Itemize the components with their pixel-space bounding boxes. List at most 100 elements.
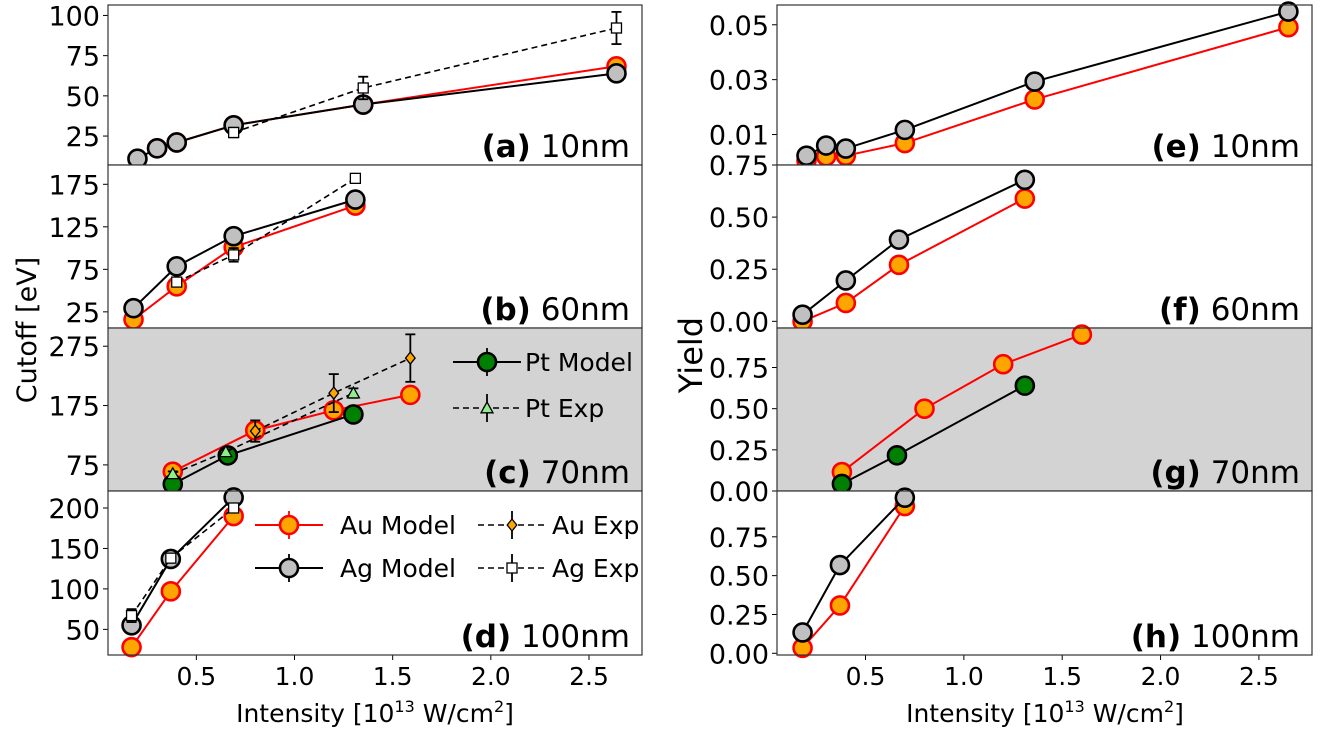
data-point-ag-model bbox=[146, 137, 168, 159]
y-tick-label: 75 bbox=[66, 255, 100, 286]
series-line-au-model bbox=[132, 204, 356, 321]
y-tick-label: 0.75 bbox=[709, 523, 769, 554]
panel-frame bbox=[776, 490, 1313, 656]
y-tick-label: 0.03 bbox=[709, 66, 769, 97]
data-point-ag-exp bbox=[610, 22, 623, 34]
panel-label: (d) 100nm bbox=[461, 619, 630, 655]
data-point-ag-model bbox=[1278, 1, 1299, 22]
data-point-ag-model bbox=[792, 304, 813, 325]
y-tick-label: 175 bbox=[48, 170, 100, 201]
data-point-ag-model bbox=[123, 297, 144, 319]
panel-a: 25 50 75 100 (a) 10nm bbox=[48, 1, 643, 170]
panel-size: 100nm bbox=[1181, 619, 1300, 655]
x-tick-label: 0.5 bbox=[176, 662, 216, 691]
data-point-ag-model bbox=[166, 132, 188, 153]
series-group bbox=[792, 169, 1036, 332]
panel-label: (g) 70nm bbox=[1150, 455, 1300, 491]
legend-entry-ag-model: Ag Model bbox=[255, 554, 456, 583]
legend-entry-ag-exp: Ag Exp bbox=[478, 554, 639, 583]
data-point-ag-model bbox=[835, 138, 857, 159]
panel-size: 100nm bbox=[511, 619, 630, 655]
series-line-au-model bbox=[802, 197, 1026, 323]
legend-marker bbox=[476, 351, 498, 373]
legend-entry-au-exp: Au Exp bbox=[478, 511, 639, 540]
panel-size: 60nm bbox=[1201, 292, 1300, 328]
data-point-au-model bbox=[1071, 324, 1093, 345]
data-point-ag-model bbox=[888, 229, 910, 250]
data-point-ag-exp bbox=[227, 126, 240, 139]
legend-label: Ag Exp bbox=[552, 554, 639, 583]
panel-letter: (a) bbox=[482, 129, 531, 165]
panel-letter: (d) bbox=[461, 619, 512, 655]
data-point-au-model bbox=[1024, 89, 1045, 110]
panel-background bbox=[777, 5, 1312, 165]
legend-label: Pt Exp bbox=[525, 394, 604, 423]
panel-e: 0.01 0.03 0.05 (e) 10nm bbox=[709, 1, 1313, 171]
data-point-ag-model bbox=[166, 256, 188, 277]
series-line-pt-exp bbox=[172, 392, 354, 475]
series-group bbox=[121, 487, 244, 658]
panel-size: 10nm bbox=[531, 129, 630, 165]
series-group bbox=[831, 324, 1093, 495]
data-point-ag-model bbox=[894, 487, 916, 508]
panel-background bbox=[108, 165, 642, 328]
data-point-au-model bbox=[888, 254, 910, 276]
data-point-au-model bbox=[400, 384, 421, 406]
data-point-au-model bbox=[121, 636, 142, 658]
panel-frame bbox=[107, 490, 643, 656]
series-line-au-model bbox=[841, 333, 1083, 473]
data-point-ag-model bbox=[815, 135, 837, 156]
y-tick-label: 0.05 bbox=[709, 11, 769, 42]
x-tick-label: 0.5 bbox=[846, 662, 886, 691]
data-point-ag-model bbox=[835, 270, 857, 291]
y-tick-label: 0.75 bbox=[709, 151, 769, 182]
panel-background bbox=[108, 5, 642, 165]
y-tick-label: 75 bbox=[66, 451, 100, 482]
data-point-pt-model bbox=[1014, 375, 1036, 396]
data-point-au-exp bbox=[249, 424, 261, 439]
y-tick-label: 275 bbox=[48, 332, 100, 363]
series-group bbox=[127, 11, 627, 170]
data-point-pt-model bbox=[886, 444, 908, 466]
x-tick-label: 1.5 bbox=[373, 662, 413, 691]
series-group bbox=[162, 333, 421, 495]
data-point-ag-model bbox=[894, 119, 916, 141]
data-point-ag-exp bbox=[171, 276, 183, 288]
legend-label: Ag Model bbox=[340, 554, 456, 583]
y-tick-label: 150 bbox=[48, 534, 100, 565]
legend-entry-pt-model: Pt Model bbox=[453, 348, 633, 377]
data-point-ag-model bbox=[223, 225, 244, 247]
y-tick-label: 0.25 bbox=[709, 255, 769, 286]
legend-au-ag: Au Model Au Exp Ag Model Ag Exp bbox=[255, 511, 639, 583]
panel-d: 50 100 150 200 0.5 1.0 1.5 2.0 2.5 (d) 100nm bbox=[48, 487, 643, 691]
legend-marker bbox=[278, 557, 300, 579]
legend-marker bbox=[278, 514, 300, 536]
data-point-au-model bbox=[1014, 188, 1036, 209]
panel-b: 25 75 125 175 (b) 60nm bbox=[48, 164, 643, 333]
y-tick-label: 175 bbox=[48, 392, 100, 423]
series-line-ag-exp bbox=[130, 507, 235, 617]
legend-pt: Pt Model Pt Exp bbox=[453, 348, 633, 423]
panel-background bbox=[777, 165, 1312, 328]
data-point-ag-model bbox=[345, 189, 366, 210]
data-point-au-model bbox=[160, 581, 182, 602]
panel-label: (h) 100nm bbox=[1131, 619, 1300, 655]
data-point-au-exp bbox=[328, 386, 340, 401]
panel-f: 0.00 0.25 0.50 0.75 (f) 60nm bbox=[709, 151, 1313, 338]
x-tick-label: 1.5 bbox=[1042, 662, 1082, 691]
panel-h: 0.00 0.25 0.50 0.75 0.5 1.0 1.5 2.0 2.5 (h) 100nm bbox=[709, 487, 1313, 691]
y-tick-label: 100 bbox=[48, 1, 100, 32]
y-tick-label: 50 bbox=[66, 615, 100, 646]
data-point-ag-exp bbox=[227, 249, 240, 261]
right-x-axis-label: Intensity [1013 W/cm2] bbox=[906, 697, 1184, 728]
data-point-ag-model bbox=[606, 63, 627, 84]
left-x-axis-label: Intensity [1013 W/cm2] bbox=[236, 697, 514, 728]
legend-entry-pt-exp: Pt Exp bbox=[453, 394, 604, 423]
panel-letter: (c) bbox=[484, 455, 531, 491]
legend-marker bbox=[479, 400, 495, 414]
right-y-axis-label: Yield bbox=[672, 317, 710, 394]
series-group bbox=[123, 172, 366, 330]
data-point-pt-model bbox=[831, 473, 853, 495]
y-tick-label: 0.00 bbox=[709, 639, 769, 670]
series-line-ag-exp bbox=[233, 27, 617, 134]
